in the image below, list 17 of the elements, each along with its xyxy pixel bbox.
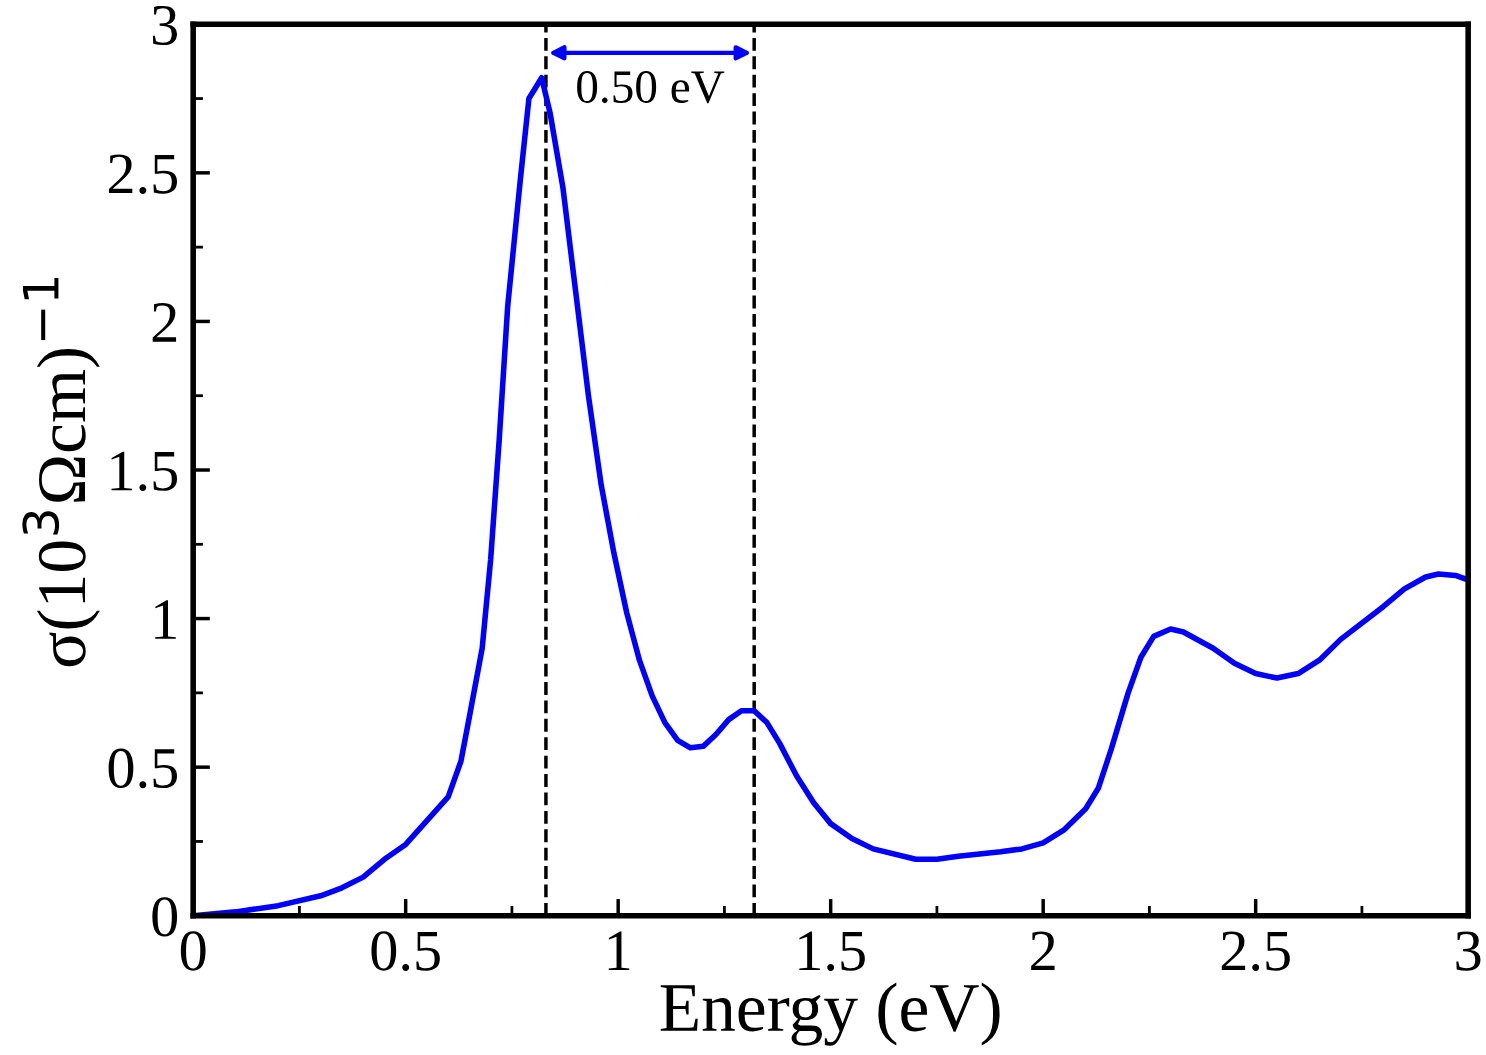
x-tick-label: 2.5 xyxy=(1221,931,1290,971)
x-tick-label: 3 xyxy=(1456,931,1481,971)
y-axis-title: σ(10$^{3}$Ωcm)$^{−1}$ xyxy=(22,278,100,667)
y-tick-label: 1.5 xyxy=(111,451,178,492)
y-tick-label: 2 xyxy=(152,303,177,342)
x-tick-label: 2 xyxy=(1031,931,1055,971)
y-tick-label: 0 xyxy=(152,897,178,937)
x-tick-label: 1.5 xyxy=(799,931,865,971)
x-tick-label: 0 xyxy=(180,931,206,971)
y-tick-label: 3 xyxy=(152,5,178,46)
x-tick-label: 0.5 xyxy=(371,931,440,971)
y-tick-label: 1 xyxy=(155,600,176,639)
y-tick-label: 2.5 xyxy=(108,154,178,194)
x-axis-title: Energy (eV) xyxy=(660,982,1000,1046)
y-tick-label: 0.5 xyxy=(108,748,178,789)
x-tick-label: 1 xyxy=(608,931,630,971)
annotation: 0.50 eV xyxy=(577,71,725,104)
